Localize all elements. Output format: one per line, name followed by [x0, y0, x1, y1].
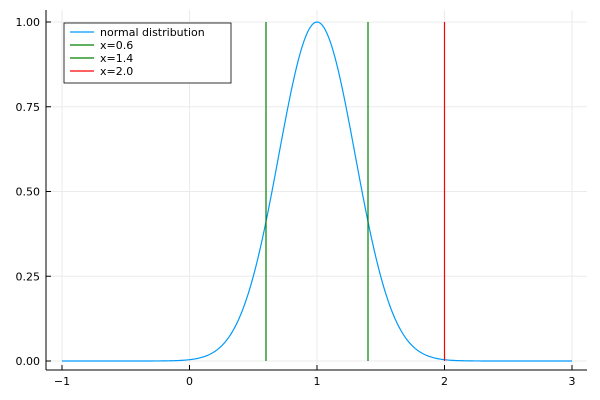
series-line-normal-distribution	[62, 21, 572, 362]
axis-layer: −1 0 1 2 3 0.00 0.25 0.50 0.75 1.00	[16, 10, 587, 388]
x-tick-label-3: 2	[441, 375, 448, 388]
y-tick-label-1: 0.25	[16, 270, 41, 283]
x-tick-label-0: −1	[54, 375, 70, 388]
y-tick-label-2: 0.50	[16, 186, 41, 199]
legend-label-0: normal distribution	[100, 26, 205, 39]
y-tick-label-4: 1.00	[16, 16, 41, 29]
y-tick-label-0: 0.00	[16, 355, 41, 368]
x-tick-label-1: 0	[186, 375, 193, 388]
series-layer	[62, 21, 572, 362]
y-tick-label-3: 0.75	[16, 101, 41, 114]
legend-label-2: x=1.4	[100, 52, 133, 65]
legend-label-3: x=2.0	[100, 65, 133, 78]
x-tick-label-2: 1	[314, 375, 321, 388]
legend-label-1: x=0.6	[100, 39, 133, 52]
x-tick-label-4: 3	[569, 375, 576, 388]
legend-box	[63, 22, 232, 84]
